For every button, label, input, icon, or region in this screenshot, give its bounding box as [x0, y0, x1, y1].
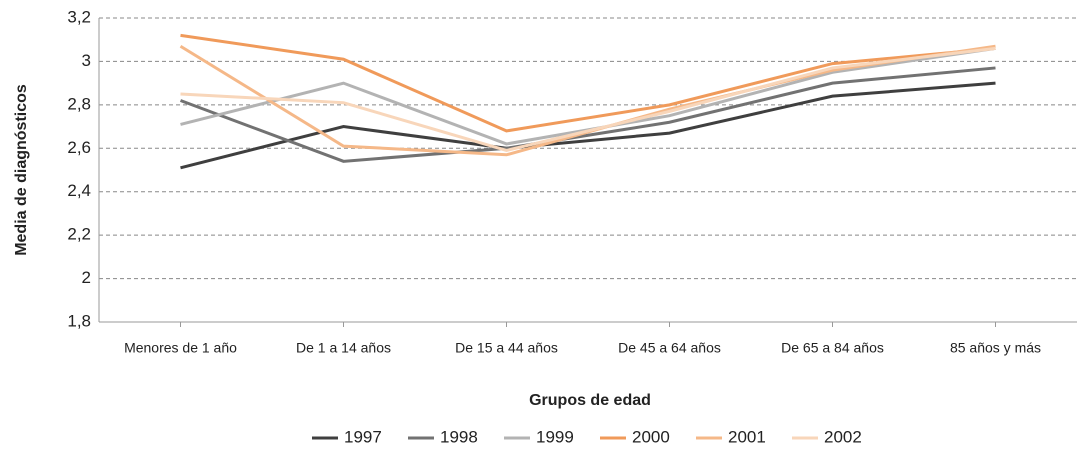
y-tick-label: 3,2 — [67, 7, 91, 26]
y-tick-label: 3 — [82, 51, 91, 70]
y-tick-label: 1,8 — [67, 311, 91, 330]
legend-label: 2001 — [728, 427, 766, 446]
x-tick-label: De 15 a 44 años — [455, 340, 558, 356]
legend-label: 1997 — [344, 427, 382, 446]
x-tick-label: 85 años y más — [950, 340, 1041, 356]
x-tick-label: De 1 a 14 años — [296, 340, 391, 356]
x-axis-label: Grupos de edad — [529, 392, 651, 409]
legend-label: 2000 — [632, 427, 670, 446]
series-line — [180, 46, 996, 153]
x-tick-label: De 45 a 64 años — [618, 340, 721, 356]
series-line — [180, 33, 996, 133]
y-axis-label: Media de diagnósticos — [13, 84, 30, 256]
legend-label: 1999 — [536, 427, 574, 446]
y-tick-label: 2,6 — [67, 138, 91, 157]
y-tick-label: 2,4 — [67, 181, 91, 200]
legend-label: 1998 — [440, 427, 478, 446]
series-line — [180, 81, 996, 170]
y-tick-label: 2,2 — [67, 225, 91, 244]
legend-label: 2002 — [824, 427, 862, 446]
x-tick-label: De 65 a 84 años — [781, 340, 884, 356]
series-line — [179, 66, 996, 163]
y-tick-label: 2 — [82, 268, 91, 287]
x-tick-label: Menores de 1 año — [124, 340, 237, 356]
y-tick-label: 2,8 — [67, 94, 91, 113]
